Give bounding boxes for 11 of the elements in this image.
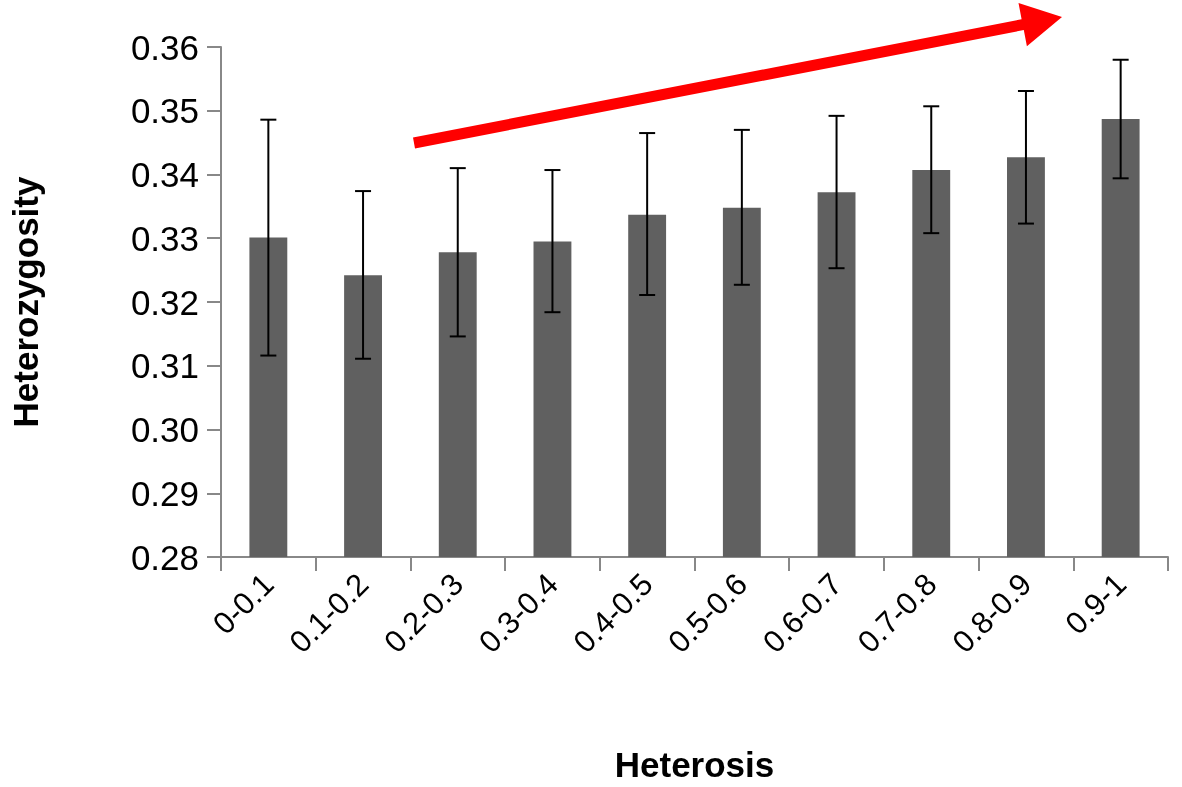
y-tick-label: 0.33	[130, 218, 199, 258]
y-tick-label: 0.35	[130, 91, 199, 131]
y-tick-label: 0.29	[130, 473, 199, 513]
x-axis-title: Heterosis	[614, 745, 775, 784]
y-tick-label: 0.34	[130, 155, 199, 194]
y-tick-label: 0.36	[130, 27, 199, 67]
y-tick-label: 0.31	[130, 346, 199, 386]
y-tick-label: 0.30	[130, 410, 199, 449]
y-tick-label: 0.32	[130, 282, 199, 322]
y-tick-label: 0.28	[130, 537, 199, 577]
y-axis-title: Heterozygosity	[6, 176, 45, 428]
